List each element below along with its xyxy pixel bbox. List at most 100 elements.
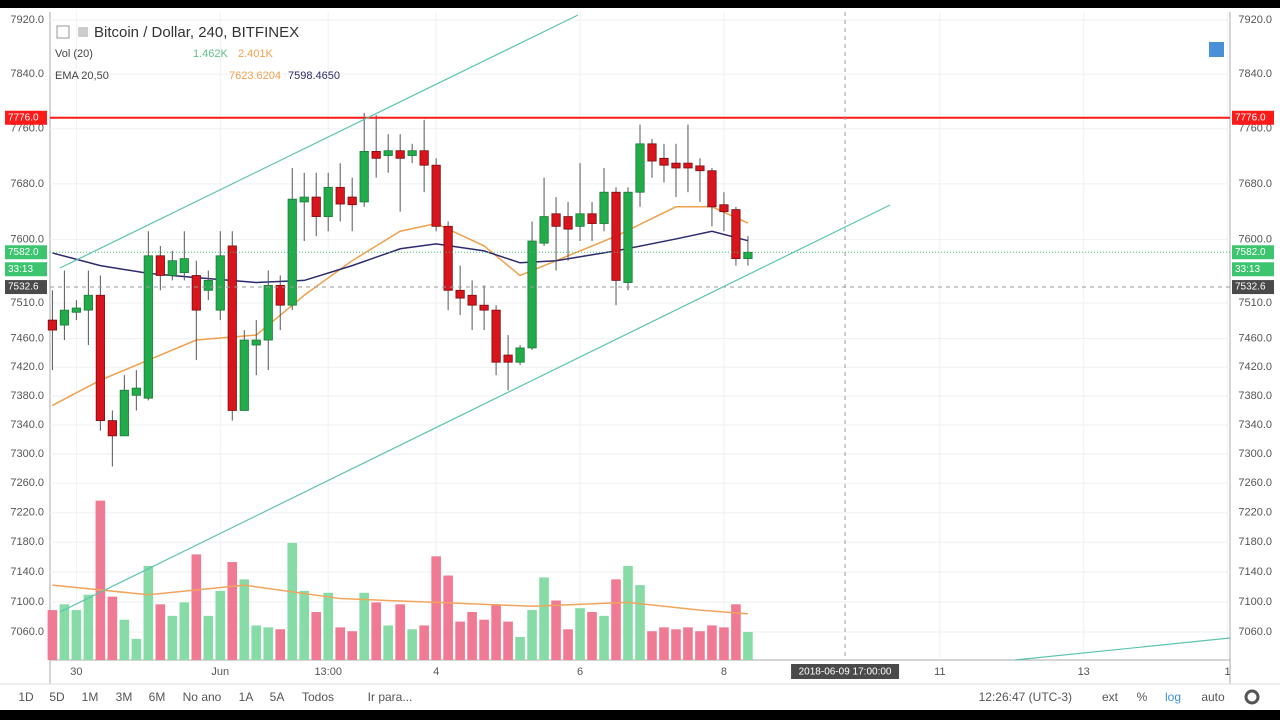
range-button[interactable]: No ano	[183, 690, 222, 704]
volume-bar	[731, 604, 741, 660]
y-tick-label: 7680.0	[10, 178, 44, 190]
volume-bar	[479, 619, 489, 660]
info-icon[interactable]	[1209, 42, 1224, 57]
volume-bar	[311, 612, 322, 660]
countdown-label: 33:13	[8, 264, 33, 275]
candle-body	[527, 240, 537, 349]
crosshair-price-label-bg	[1232, 280, 1274, 295]
collapse-icon[interactable]	[56, 25, 70, 39]
volume-bar	[527, 610, 537, 660]
candle-body	[575, 213, 585, 227]
candle-body	[323, 186, 333, 217]
x-tick-label: 13	[1078, 666, 1090, 678]
countdown-label-bg	[1232, 262, 1274, 277]
x-tick-label: 11	[934, 666, 945, 678]
volume-bar	[47, 610, 58, 660]
y-tick-label: 7060.0	[1238, 626, 1272, 638]
volume-bar	[503, 621, 513, 660]
candle-body	[71, 307, 81, 313]
volume-bar	[611, 579, 621, 660]
x-tick-label: 30	[70, 666, 82, 678]
volume-bar	[575, 608, 585, 660]
x-tick-label: 13:00	[314, 666, 342, 678]
range-button[interactable]: 3M	[116, 690, 133, 704]
symbol-icon	[78, 27, 88, 37]
candle-body	[59, 309, 69, 326]
ema-value: 7598.4650	[288, 70, 340, 82]
candle-body	[731, 209, 741, 259]
candle-body	[263, 284, 273, 341]
toggle-button[interactable]: auto	[1201, 690, 1225, 704]
settings-icon[interactable]	[1244, 689, 1260, 705]
volume-bar	[251, 625, 262, 660]
candle-body	[479, 304, 489, 311]
candle-body	[647, 143, 657, 162]
candle-body	[431, 164, 441, 227]
x-tick-label: Jun	[211, 666, 229, 678]
volume-bar	[683, 627, 693, 660]
range-button[interactable]: 5D	[49, 690, 65, 704]
legend: Bitcoin / Dollar, 240, BITFINEX Vol (20)…	[55, 24, 1224, 82]
range-button[interactable]: Todos	[302, 690, 334, 704]
crosshair-price-label: 7532.6	[1235, 282, 1266, 293]
toggle-button[interactable]: log	[1165, 690, 1181, 704]
candle-body	[179, 258, 189, 274]
volume-bar	[131, 638, 142, 660]
candle-body	[719, 204, 729, 213]
volume-bar	[563, 629, 573, 660]
volume-bar	[707, 625, 717, 660]
volume-bar	[335, 627, 345, 660]
toggle-button[interactable]: %	[1137, 690, 1148, 704]
crosshair-time-bg	[791, 664, 900, 679]
trend-line	[1014, 637, 1231, 661]
range-button[interactable]: 1M	[82, 690, 99, 704]
volume-bar	[515, 636, 525, 660]
candle-body	[443, 225, 453, 291]
y-tick-label: 7920.0	[10, 14, 44, 26]
range-button[interactable]: 5A	[270, 690, 285, 704]
candle-body	[371, 151, 381, 159]
volume-bar	[599, 615, 609, 660]
candle-body	[227, 245, 237, 411]
trend-line	[59, 204, 891, 613]
hline-label-bg	[1232, 110, 1274, 125]
volume-bar	[539, 577, 549, 660]
candle-body	[563, 216, 573, 230]
ema-line	[52, 206, 749, 407]
volume-bar	[623, 565, 633, 660]
toggle-button[interactable]: ext	[1102, 690, 1119, 704]
volume-bar	[155, 604, 166, 660]
volume-bar	[647, 631, 657, 660]
candle-body	[155, 255, 165, 276]
clock: 12:26:47 (UTC-3)	[979, 690, 1072, 704]
volume-bar	[359, 592, 369, 660]
volume-bar	[71, 610, 82, 660]
volume-bar	[95, 500, 106, 660]
last-price-label-bg	[5, 245, 47, 260]
candle-body	[623, 191, 633, 283]
volume-bar	[455, 621, 465, 660]
volume-bar	[119, 619, 130, 660]
hline-label: 7776.0	[8, 112, 39, 123]
last-price-label: 7582.0	[1235, 247, 1266, 258]
volume-bar	[287, 542, 298, 660]
volume-bar	[743, 631, 753, 660]
candle-body	[455, 289, 465, 299]
candle-body	[83, 294, 93, 311]
y-tick-label: 7300.0	[10, 448, 44, 460]
y-tick-label: 7060.0	[10, 626, 44, 638]
candle-body	[275, 284, 285, 306]
crosshair-time-label: 2018-06-09 17:00:00	[799, 667, 892, 678]
hline-label: 7776.0	[1235, 112, 1266, 123]
candle-body	[335, 186, 345, 205]
range-button[interactable]: 6M	[149, 690, 166, 704]
range-button[interactable]: 1D	[18, 690, 34, 704]
y-tick-label: 7100.0	[10, 596, 44, 608]
y-tick-label: 7420.0	[1238, 361, 1272, 373]
goto-button[interactable]: Ir para...	[368, 690, 413, 704]
volume-bar	[659, 627, 669, 660]
range-button[interactable]: 1A	[239, 690, 254, 704]
candle-body	[131, 387, 141, 396]
plot: 7920.0 7920.0 7840.0 7840.0 7760.0 7760.0 7680…	[5, 12, 1274, 679]
